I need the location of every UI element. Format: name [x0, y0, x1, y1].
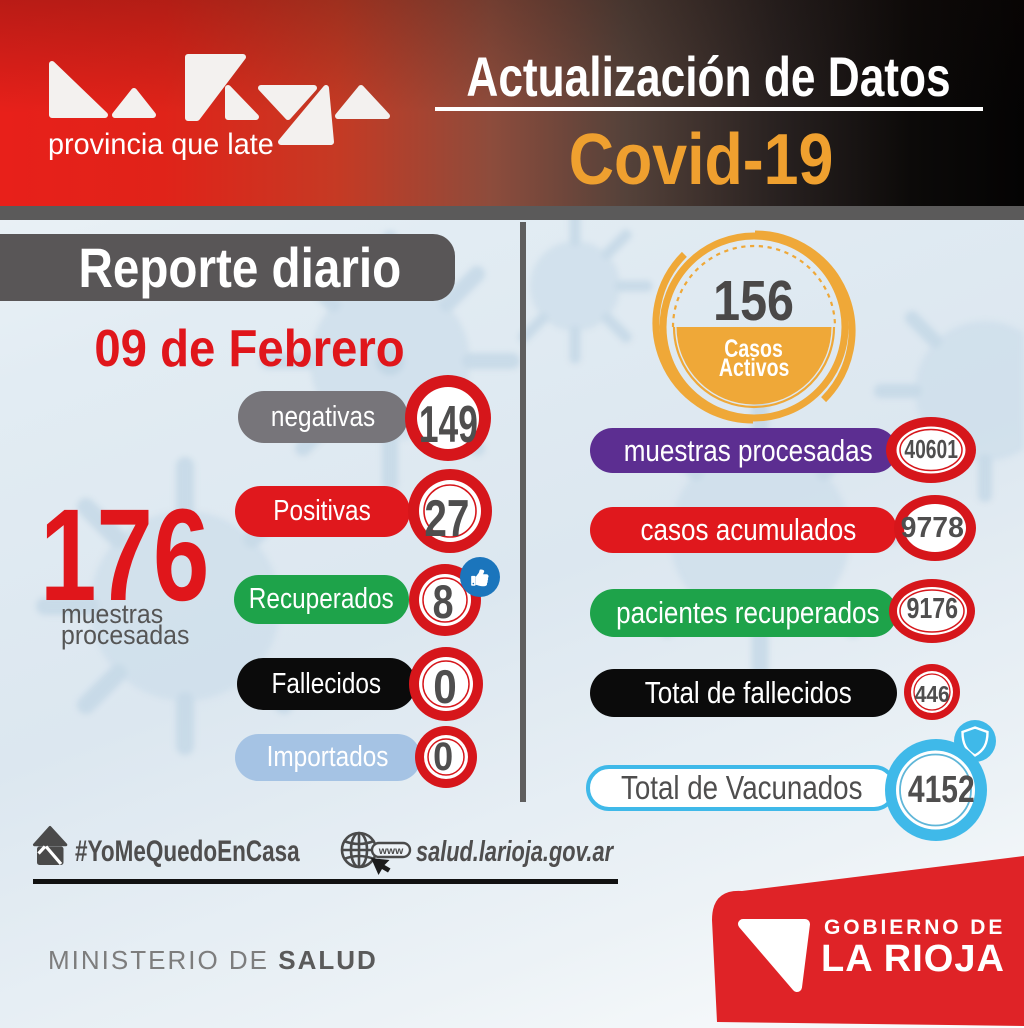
- svg-text:www: www: [378, 845, 404, 857]
